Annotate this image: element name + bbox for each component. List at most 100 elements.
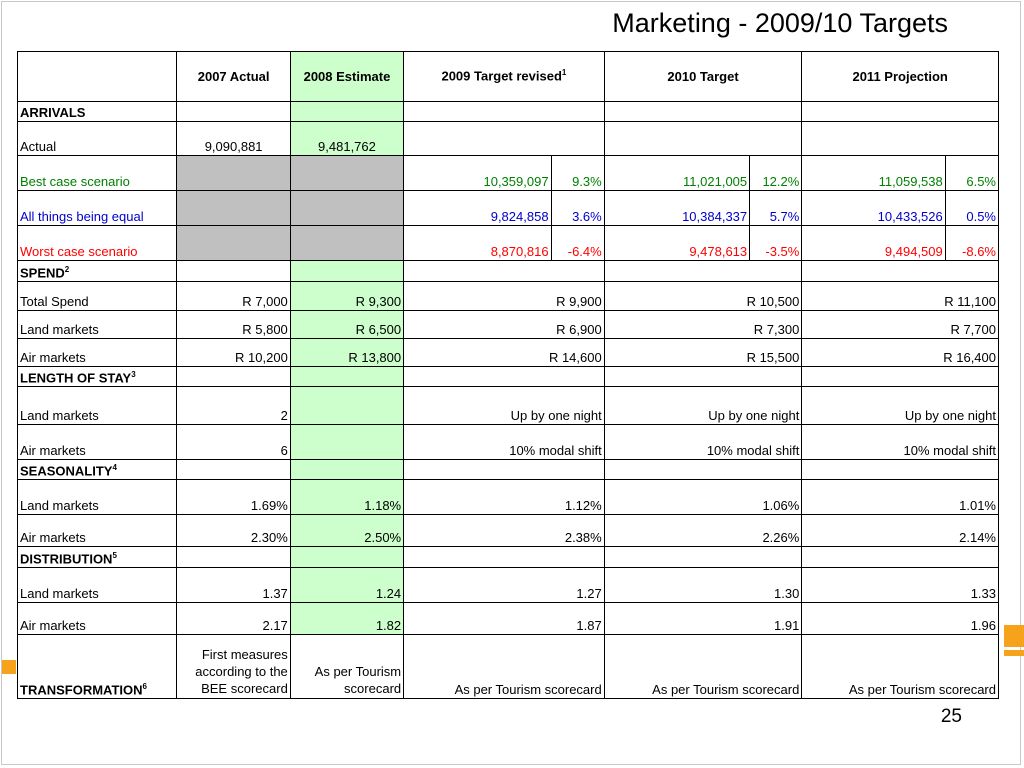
cell-value: 9,090,881 [176,121,291,156]
cell-value: R 6,500 [289,310,405,339]
cell-value: 1.96 [801,602,999,635]
cell-value: 1.30 [603,567,803,603]
cell-value: 1.37 [176,567,291,603]
table-row: Land markets 1.69% 1.18% 1.12% 1.06% 1.0… [16,479,999,515]
table-row: Air markets R 10,200 R 13,800 R 14,600 R… [16,338,999,367]
cell-value: R 11,100 [801,281,999,311]
cell-value: 2.26% [603,514,803,547]
cell-value: R 7,700 [801,310,999,339]
cell-value: 10% modal shift [403,424,605,460]
row-label: Best case scenario [16,155,178,191]
row-label: Land markets [16,310,178,339]
page-number: 25 [940,706,962,727]
cell-value: 1.18% [289,479,405,515]
section-row-length-of-stay: LENGTH OF STAY3 [16,366,999,387]
row-label: Land markets [16,567,178,603]
slide-title: Marketing - 2009/10 Targets [612,8,948,38]
cell-value: 9,494,509 [801,225,946,261]
cell-value: R 7,300 [603,310,803,339]
cell-value: 1.06% [603,479,803,515]
table-row: Actual 9,090,881 9,481,762 [16,121,999,156]
cell-percent: 5.7% [749,190,803,226]
header-row: 2007 Actual 2008 Estimate 2009 Target re… [16,51,999,102]
cell-value: Up by one night [403,386,605,425]
cell-value: Up by one night [603,386,803,425]
cell-percent: -8.6% [944,225,1000,261]
shaded-cell [289,190,405,226]
cell-value: R 9,900 [403,281,605,311]
cell-value: 11,021,005 [603,155,751,191]
cell-value: R 6,900 [403,310,605,339]
cell-value: 10,359,097 [403,155,552,191]
cell-value: 6 [176,424,291,460]
header-2008-estimate: 2008 Estimate [289,51,405,102]
cell-value: R 13,800 [289,338,405,367]
header-2010-target: 2010 Target [603,51,803,102]
shaded-cell [176,225,291,261]
table-row: Air markets 6 10% modal shift 10% modal … [16,424,999,460]
cell-value: R 9,300 [289,281,405,311]
table-row: Air markets 2.17 1.82 1.87 1.91 1.96 [16,602,999,635]
row-label: Land markets [16,479,178,515]
header-2007-actual: 2007 Actual [176,51,291,102]
orange-accent-square-left [2,660,16,674]
cell-percent: -3.5% [749,225,803,261]
cell-value: 1.87 [403,602,605,635]
cell-value: As per Tourism scorecard [289,634,405,699]
cell-value: 1.24 [289,567,405,603]
section-label: SEASONALITY4 [16,459,178,480]
cell-value: R 14,600 [403,338,605,367]
orange-accent-bar-right [1004,625,1024,647]
cell-value: 1.01% [801,479,999,515]
section-label: SPEND2 [16,260,178,282]
cell-value: 10% modal shift [801,424,999,460]
table-row: Land markets R 5,800 R 6,500 R 6,900 R 7… [16,310,999,339]
cell-value: 10,384,337 [603,190,751,226]
cell-value: 10% modal shift [603,424,803,460]
row-label: Air markets [16,602,178,635]
header-2009-label: 2009 Target revised [441,68,562,84]
cell-value: 9,478,613 [603,225,751,261]
section-label: DISTRIBUTION5 [16,546,178,568]
cell-value: 2.17 [176,602,291,635]
row-label: Worst case scenario [16,225,178,261]
section-label: TRANSFORMATION6 [16,634,178,699]
shaded-cell [176,155,291,191]
header-2011-projection: 2011 Projection [801,51,999,102]
cell-value: 2 [176,386,291,425]
cell-value: 10,433,526 [801,190,946,226]
cell-percent: 12.2% [749,155,803,191]
table-row: Total Spend R 7,000 R 9,300 R 9,900 R 10… [16,281,999,311]
shaded-cell [176,190,291,226]
section-row-distribution: DISTRIBUTION5 [16,546,999,568]
row-label: Actual [16,121,178,156]
section-label: LENGTH OF STAY3 [16,366,178,387]
cell-value: 9,824,858 [403,190,552,226]
cell-value: R 5,800 [176,310,291,339]
table-row: Air markets 2.30% 2.50% 2.38% 2.26% 2.14… [16,514,999,547]
row-label: Total Spend [16,281,178,311]
targets-table: 2007 Actual 2008 Estimate 2009 Target re… [16,51,1000,699]
cell-value: As per Tourism scorecard [801,634,999,699]
cell-value [289,424,405,460]
cell-value: 11,059,538 [801,155,946,191]
cell-value: 2.38% [403,514,605,547]
orange-accent-stripe-right [1004,650,1024,656]
header-corner-cell [16,51,178,102]
cell-value: 1.33 [801,567,999,603]
section-row-arrivals: ARRIVALS [16,101,999,122]
cell-value: R 10,200 [176,338,291,367]
cell-value: R 10,500 [603,281,803,311]
table-row: Worst case scenario 8,870,816 -6.4% 9,47… [16,225,1000,261]
section-label: ARRIVALS [16,101,178,122]
row-label: Air markets [16,338,178,367]
footnote-marker: 1 [561,68,567,78]
cell-value: As per Tourism scorecard [403,634,605,699]
shaded-cell [289,155,405,191]
cell-value: 1.82 [289,602,405,635]
cell-value: 9,481,762 [289,121,405,156]
cell-value: 2.50% [289,514,405,547]
cell-value: 1.12% [403,479,605,515]
cell-value: Up by one night [801,386,999,425]
